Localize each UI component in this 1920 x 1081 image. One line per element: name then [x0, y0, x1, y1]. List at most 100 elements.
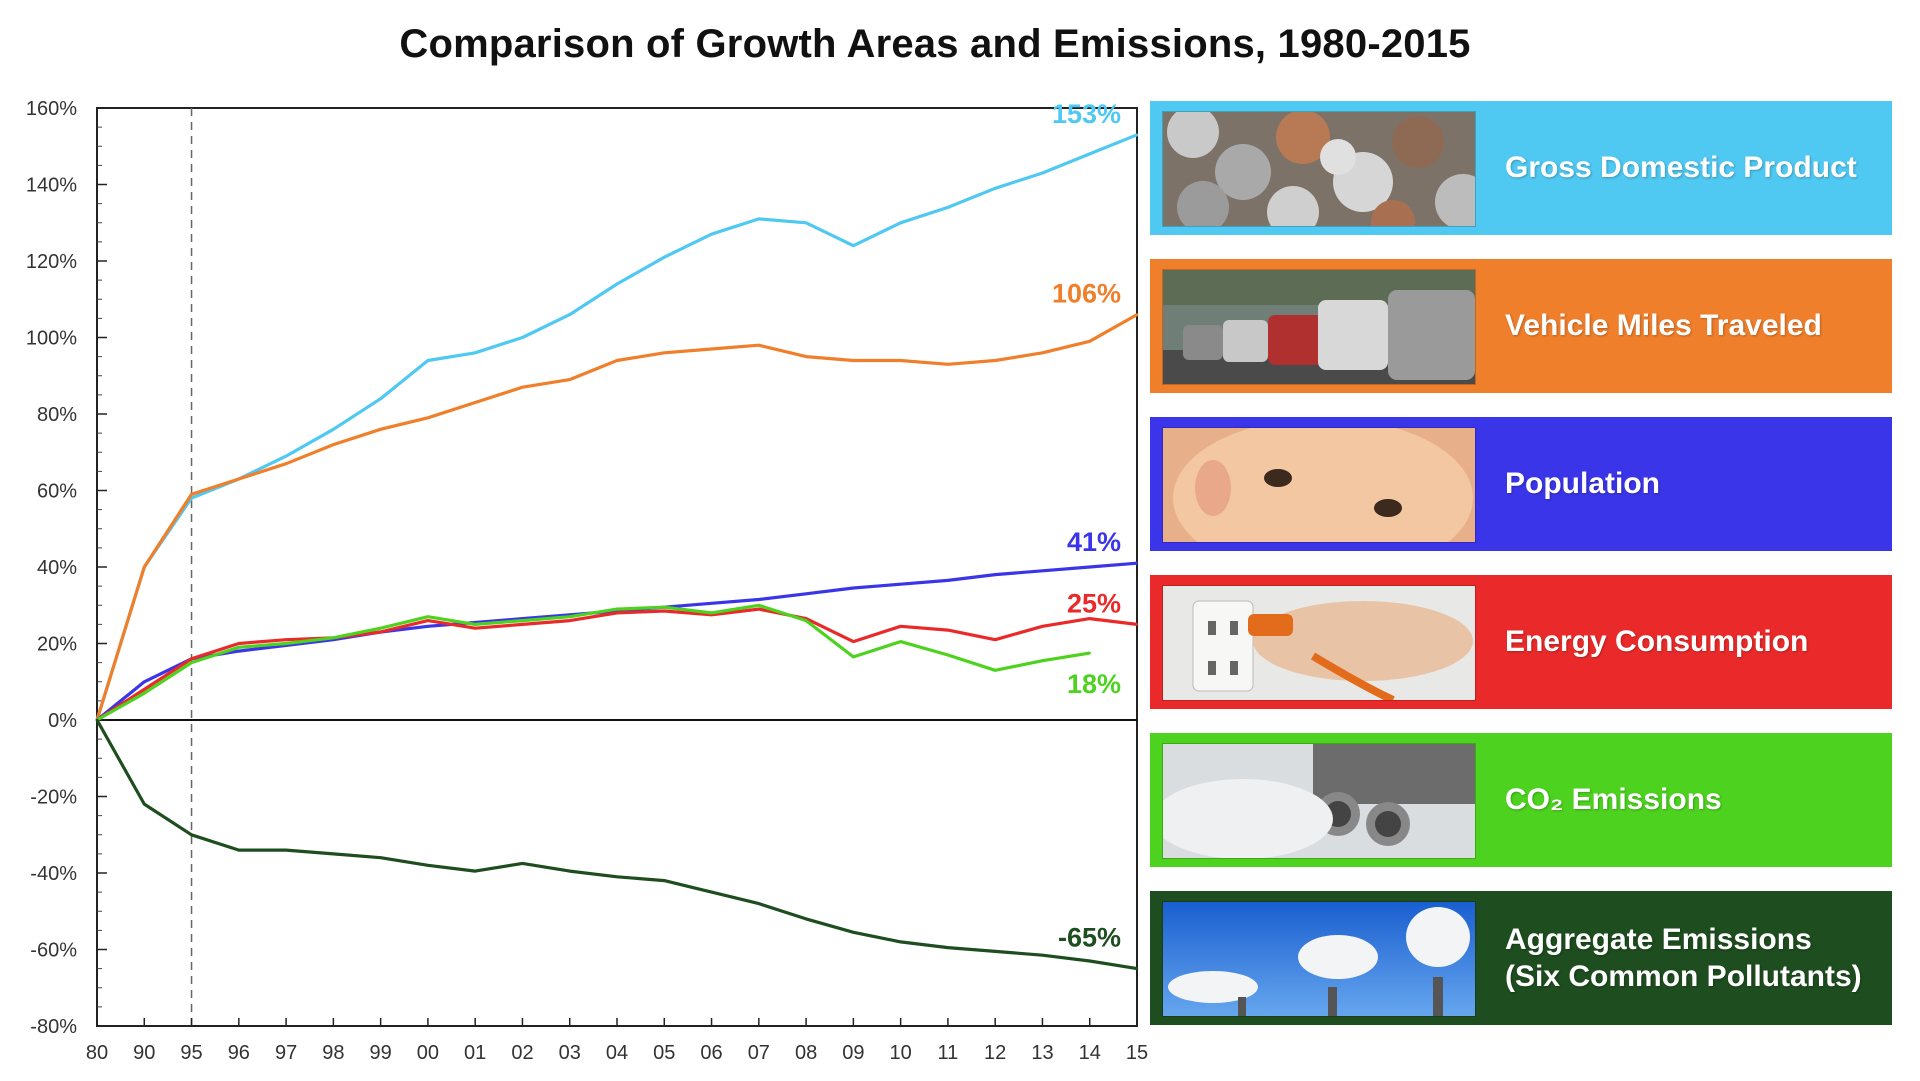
x-tick-label: 97	[275, 1042, 297, 1064]
plug-photo-icon	[1162, 585, 1476, 701]
coins-photo-icon	[1162, 111, 1476, 227]
data-point	[899, 940, 902, 944]
data-point	[899, 640, 902, 643]
legend-label-vmt: Vehicle Miles Traveled	[1505, 309, 1822, 343]
data-point	[1041, 569, 1044, 573]
data-point	[852, 640, 855, 643]
data-point	[1088, 651, 1091, 655]
x-tick-label: 08	[795, 1042, 817, 1064]
chart-title: Comparison of Growth Areas and Emissions…	[399, 22, 1471, 66]
data-point	[1088, 565, 1091, 569]
data-point	[379, 397, 382, 400]
series-line-4	[96, 603, 1090, 722]
data-point	[804, 592, 808, 595]
legend-co2: CO₂ Emissions	[1150, 733, 1892, 867]
x-tick-label: 03	[559, 1042, 581, 1064]
line-chart: 160% 140% 120% 100% 80% 60% 40% 20% 0% -20% -40% -6…	[26, 98, 1148, 1064]
data-point	[1041, 625, 1044, 628]
data-point	[95, 718, 99, 722]
data-point	[899, 583, 902, 586]
x-tick-label: 07	[748, 1042, 770, 1064]
data-point	[993, 950, 997, 953]
x-tick-label: 13	[1031, 1042, 1053, 1064]
data-point	[521, 862, 524, 865]
data-point	[1135, 561, 1139, 565]
data-point	[379, 428, 382, 431]
data-point	[710, 611, 713, 615]
exhaust-photo-icon	[1162, 743, 1476, 859]
data-point	[615, 875, 619, 879]
legend-energy: Energy Consumption	[1150, 575, 1892, 709]
data-point	[993, 359, 997, 362]
data-point	[615, 282, 619, 286]
data-point	[379, 856, 382, 859]
data-point	[190, 833, 193, 836]
data-point	[946, 363, 950, 366]
data-point	[1088, 152, 1091, 156]
series-end-label: 106%	[1052, 279, 1121, 309]
data-point	[190, 661, 193, 664]
data-point	[379, 630, 382, 634]
data-point	[284, 454, 288, 458]
data-point	[946, 653, 950, 657]
data-point	[521, 619, 524, 622]
y-tick-label: 140%	[26, 175, 77, 197]
y-tick-label: 0%	[48, 710, 77, 732]
data-point	[993, 669, 997, 672]
x-tick-label: 98	[322, 1042, 344, 1064]
legend-label-gdp: Gross Domestic Product	[1505, 151, 1857, 185]
data-point	[615, 607, 619, 611]
x-tick-label: 05	[653, 1042, 675, 1064]
data-point	[332, 852, 335, 856]
baby-photo-icon	[1162, 427, 1476, 543]
data-point	[1135, 313, 1139, 316]
data-point	[1088, 617, 1091, 620]
x-tick-label: 90	[133, 1042, 155, 1064]
data-point	[804, 221, 808, 224]
x-tick-label: 12	[984, 1042, 1006, 1064]
y-tick-label: 60%	[37, 481, 77, 503]
data-point	[804, 619, 808, 622]
data-point	[190, 493, 193, 496]
data-point	[284, 462, 288, 465]
y-tick-label: -20%	[30, 787, 77, 809]
data-point	[237, 848, 241, 852]
data-point	[946, 628, 950, 632]
data-point	[237, 477, 241, 481]
data-point	[804, 355, 808, 358]
data-point	[899, 221, 902, 224]
y-tick-label: 80%	[37, 404, 77, 426]
data-point	[426, 359, 430, 362]
data-point	[426, 416, 430, 420]
data-point	[237, 649, 241, 653]
series-end-label: 153%	[1052, 99, 1121, 129]
legend-label-energy: Energy Consumption	[1505, 625, 1809, 659]
data-point	[473, 623, 477, 626]
data-point	[473, 627, 477, 630]
data-point	[757, 604, 761, 607]
x-tick-label: 04	[606, 1042, 628, 1064]
data-point	[332, 428, 335, 431]
x-tick-label: 14	[1079, 1042, 1101, 1064]
data-point	[473, 401, 477, 404]
data-point	[473, 351, 477, 354]
x-tick-label: 11	[938, 1042, 959, 1064]
data-point	[1041, 171, 1044, 175]
data-point	[237, 642, 241, 645]
x-tick-label: 09	[842, 1042, 864, 1064]
legend-label-co2: CO₂ Emissions	[1505, 783, 1722, 817]
data-point	[852, 931, 855, 934]
legend-aggregate: Aggregate Emissions (Six Common Pollutan…	[1150, 891, 1892, 1025]
series-end-label: -65%	[1058, 923, 1121, 953]
data-point	[521, 386, 524, 389]
legend-population: Population	[1150, 417, 1892, 551]
data-point	[663, 879, 666, 882]
x-tick-label: 95	[180, 1042, 202, 1064]
data-point	[143, 688, 146, 691]
data-point	[426, 615, 430, 618]
x-tick-label: 15	[1126, 1042, 1148, 1064]
y-tick-label: -40%	[30, 863, 77, 885]
plot-frame	[96, 107, 1138, 1027]
data-point	[615, 359, 619, 362]
data-point	[473, 869, 477, 873]
